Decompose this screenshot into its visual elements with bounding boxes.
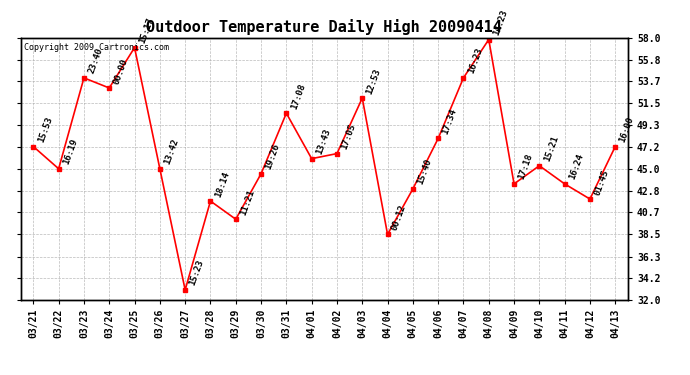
Text: 17:05: 17:05 bbox=[339, 123, 357, 151]
Text: 15:17: 15:17 bbox=[137, 16, 155, 45]
Text: 15:23: 15:23 bbox=[188, 259, 206, 287]
Text: 16:24: 16:24 bbox=[567, 153, 585, 181]
Text: 00:12: 00:12 bbox=[391, 203, 408, 232]
Text: 01:45: 01:45 bbox=[593, 168, 611, 196]
Text: 18:14: 18:14 bbox=[213, 170, 231, 198]
Text: 15:40: 15:40 bbox=[415, 158, 433, 186]
Text: 16:19: 16:19 bbox=[61, 138, 79, 166]
Text: 11:21: 11:21 bbox=[239, 188, 256, 216]
Text: 17:18: 17:18 bbox=[517, 153, 535, 181]
Title: Outdoor Temperature Daily High 20090414: Outdoor Temperature Daily High 20090414 bbox=[146, 19, 502, 35]
Text: 13:43: 13:43 bbox=[315, 128, 332, 156]
Text: 17:34: 17:34 bbox=[441, 107, 459, 136]
Text: 19:26: 19:26 bbox=[264, 143, 282, 171]
Text: 12:53: 12:53 bbox=[365, 67, 383, 95]
Text: 23:40: 23:40 bbox=[87, 47, 104, 75]
Text: 00:00: 00:00 bbox=[112, 57, 130, 85]
Text: 15:53: 15:53 bbox=[36, 116, 54, 144]
Text: 14:23: 14:23 bbox=[491, 8, 509, 37]
Text: 16:00: 16:00 bbox=[618, 116, 635, 144]
Text: Copyright 2009 Cartronics.com: Copyright 2009 Cartronics.com bbox=[23, 43, 169, 52]
Text: 15:21: 15:21 bbox=[542, 135, 560, 163]
Text: 16:23: 16:23 bbox=[466, 47, 484, 75]
Text: 13:42: 13:42 bbox=[163, 138, 180, 166]
Text: 17:08: 17:08 bbox=[289, 82, 307, 111]
